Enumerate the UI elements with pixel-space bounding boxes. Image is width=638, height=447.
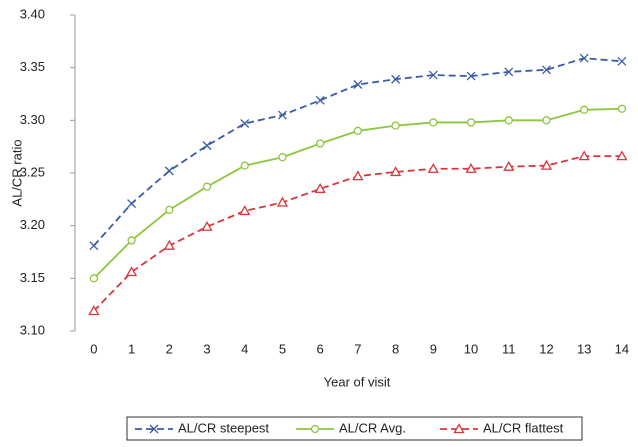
marker	[240, 161, 249, 170]
marker	[427, 162, 439, 173]
marker	[310, 424, 320, 434]
marker	[465, 162, 477, 173]
marker	[503, 160, 515, 171]
marker	[466, 71, 476, 81]
marker	[125, 266, 138, 277]
y-tick-label: 3.30	[20, 112, 45, 127]
marker	[353, 80, 363, 89]
x-tick-label: 4	[241, 341, 248, 356]
marker	[391, 121, 400, 130]
series-line	[93, 57, 622, 247]
y-tick-label: 3.20	[20, 217, 45, 232]
marker	[428, 70, 438, 80]
x-tick-label: 11	[502, 341, 516, 356]
legend-box	[126, 416, 583, 441]
legend-label: AL/CR steepest	[178, 420, 269, 435]
marker	[580, 105, 589, 114]
marker	[164, 166, 174, 176]
x-tick-label: 14	[615, 341, 629, 356]
y-tick-label: 3.10	[20, 322, 45, 337]
x-tick-label: 7	[354, 341, 361, 356]
x-tick-label: 10	[464, 341, 478, 356]
y-tick-label: 3.15	[20, 270, 45, 285]
marker	[149, 424, 159, 434]
x-tick-label: 5	[279, 341, 286, 356]
marker	[277, 110, 287, 120]
marker	[127, 199, 137, 209]
marker	[579, 53, 589, 63]
y-tick-label: 3.40	[20, 6, 45, 21]
marker	[278, 153, 287, 162]
x-tick-label: 13	[577, 341, 591, 356]
marker	[542, 116, 551, 125]
marker	[540, 159, 553, 170]
marker	[314, 182, 326, 193]
marker	[316, 139, 325, 148]
marker	[201, 220, 213, 231]
marker	[352, 170, 364, 181]
x-tick-label: 1	[128, 341, 135, 356]
x-tick-label: 3	[203, 341, 210, 356]
marker	[578, 150, 590, 161]
marker	[617, 56, 627, 66]
marker	[466, 118, 476, 127]
marker	[88, 305, 100, 316]
marker	[202, 141, 212, 151]
marker	[89, 274, 99, 283]
marker	[391, 74, 401, 84]
legend-label: AL/CR Avg.	[339, 420, 406, 435]
marker	[616, 150, 628, 161]
marker	[276, 196, 289, 207]
marker	[389, 166, 402, 177]
marker	[542, 65, 551, 75]
y-axis-title: AL/CR ratio	[9, 139, 24, 206]
y-tick-label: 3.35	[20, 59, 45, 74]
marker	[353, 126, 363, 136]
marker	[163, 239, 175, 250]
marker	[89, 241, 99, 251]
marker	[240, 119, 250, 128]
legend-label: AL/CR flattest	[483, 420, 564, 435]
marker	[429, 118, 438, 127]
x-tick-label: 0	[90, 341, 97, 356]
x-tick-label: 8	[392, 341, 399, 356]
marker	[127, 236, 136, 245]
x-axis-title: Year of visit	[324, 374, 391, 389]
x-tick-label: 2	[166, 341, 173, 356]
marker	[239, 205, 251, 216]
y-tick-label: 3.25	[20, 164, 45, 179]
x-tick-label: 6	[317, 341, 324, 356]
marker	[202, 182, 212, 191]
marker	[617, 104, 627, 113]
marker	[165, 205, 174, 215]
marker	[504, 67, 514, 77]
marker	[315, 95, 325, 105]
x-tick-label: 12	[539, 341, 553, 356]
x-tick-label: 9	[430, 341, 437, 356]
marker	[504, 116, 513, 125]
marker	[453, 423, 465, 434]
